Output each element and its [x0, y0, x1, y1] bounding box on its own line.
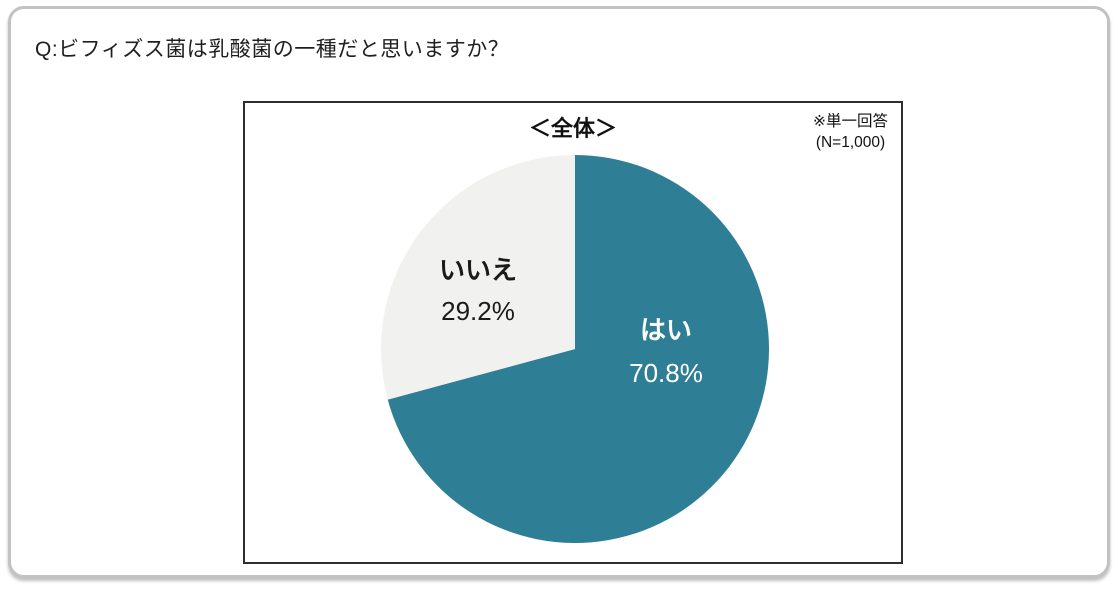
pie-label-yes-value: 70.8%: [629, 358, 703, 388]
chart-note-line1: ※単一回答: [813, 113, 888, 130]
question-text: Q:ビフィズス菌は乳酸菌の一種だと思いますか？: [35, 38, 510, 61]
chart-frame: ＜全体＞ ※単一回答 (N=1,000) はい 70.8% いいえ 29.2%: [243, 101, 903, 564]
pie-label-yes: はい 70.8%: [581, 313, 751, 390]
pie-chart: [381, 155, 769, 543]
pie-label-yes-name: はい: [639, 315, 692, 345]
chart-title: ＜全体＞: [528, 116, 617, 141]
pie-slice-はい: [387, 155, 769, 543]
chart-note-line2: (N=1,000): [815, 134, 886, 151]
pie-label-no-name: いいえ: [438, 255, 517, 285]
pie-slice-いいえ: [381, 155, 575, 400]
question-panel: Q:ビフィズス菌は乳酸菌の一種だと思いますか？ ＜全体＞ ※単一回答 (N=1,…: [8, 6, 1110, 578]
chart-note: ※単一回答 (N=1,000): [813, 111, 888, 153]
pie-label-no-value: 29.2%: [441, 296, 515, 326]
pie-label-no: いいえ 29.2%: [393, 253, 563, 328]
